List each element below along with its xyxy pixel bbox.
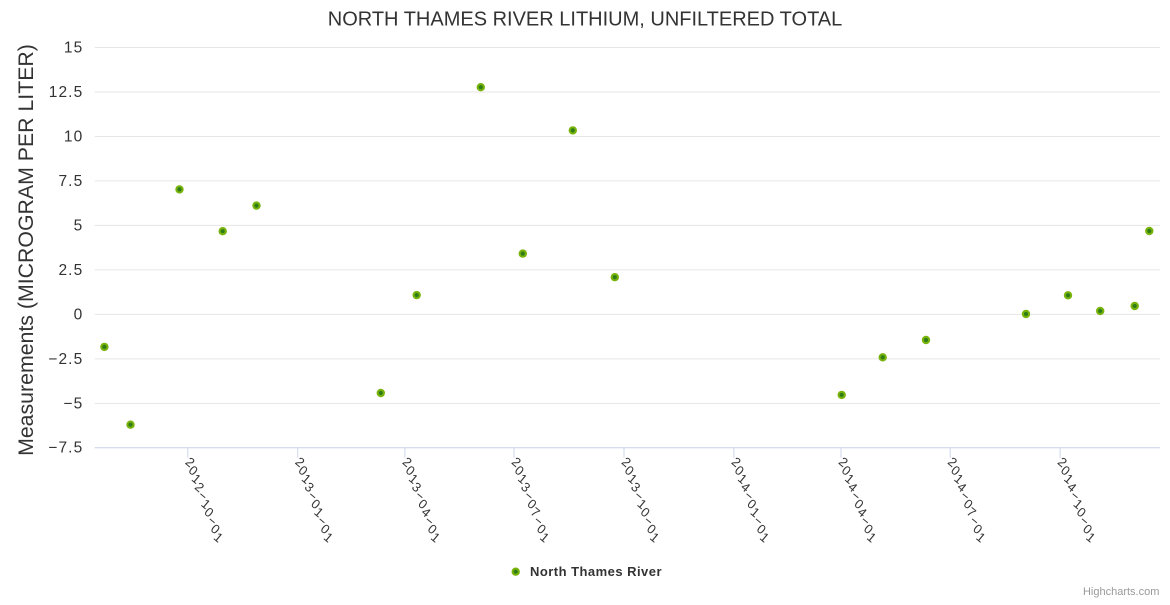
svg-text:12.5: 12.5 — [49, 84, 84, 101]
svg-text:5: 5 — [74, 217, 84, 234]
svg-text:Highcharts.com: Highcharts.com — [1083, 586, 1159, 598]
svg-text:10: 10 — [64, 128, 83, 145]
svg-text:North Thames River: North Thames River — [530, 564, 662, 579]
svg-text:2.5: 2.5 — [58, 262, 83, 279]
svg-text:Measurements (MICROGRAM PER LI: Measurements (MICROGRAM PER LITER) — [14, 44, 38, 456]
svg-text:−7.5: −7.5 — [48, 440, 83, 457]
svg-text:0: 0 — [74, 306, 84, 323]
svg-text:−5: −5 — [63, 395, 83, 412]
svg-text:15: 15 — [64, 39, 83, 56]
svg-text:NORTH THAMES RIVER LITHIUM, UN: NORTH THAMES RIVER LITHIUM, UNFILTERED T… — [328, 8, 843, 30]
svg-text:−2.5: −2.5 — [48, 351, 83, 368]
svg-text:7.5: 7.5 — [58, 173, 83, 190]
